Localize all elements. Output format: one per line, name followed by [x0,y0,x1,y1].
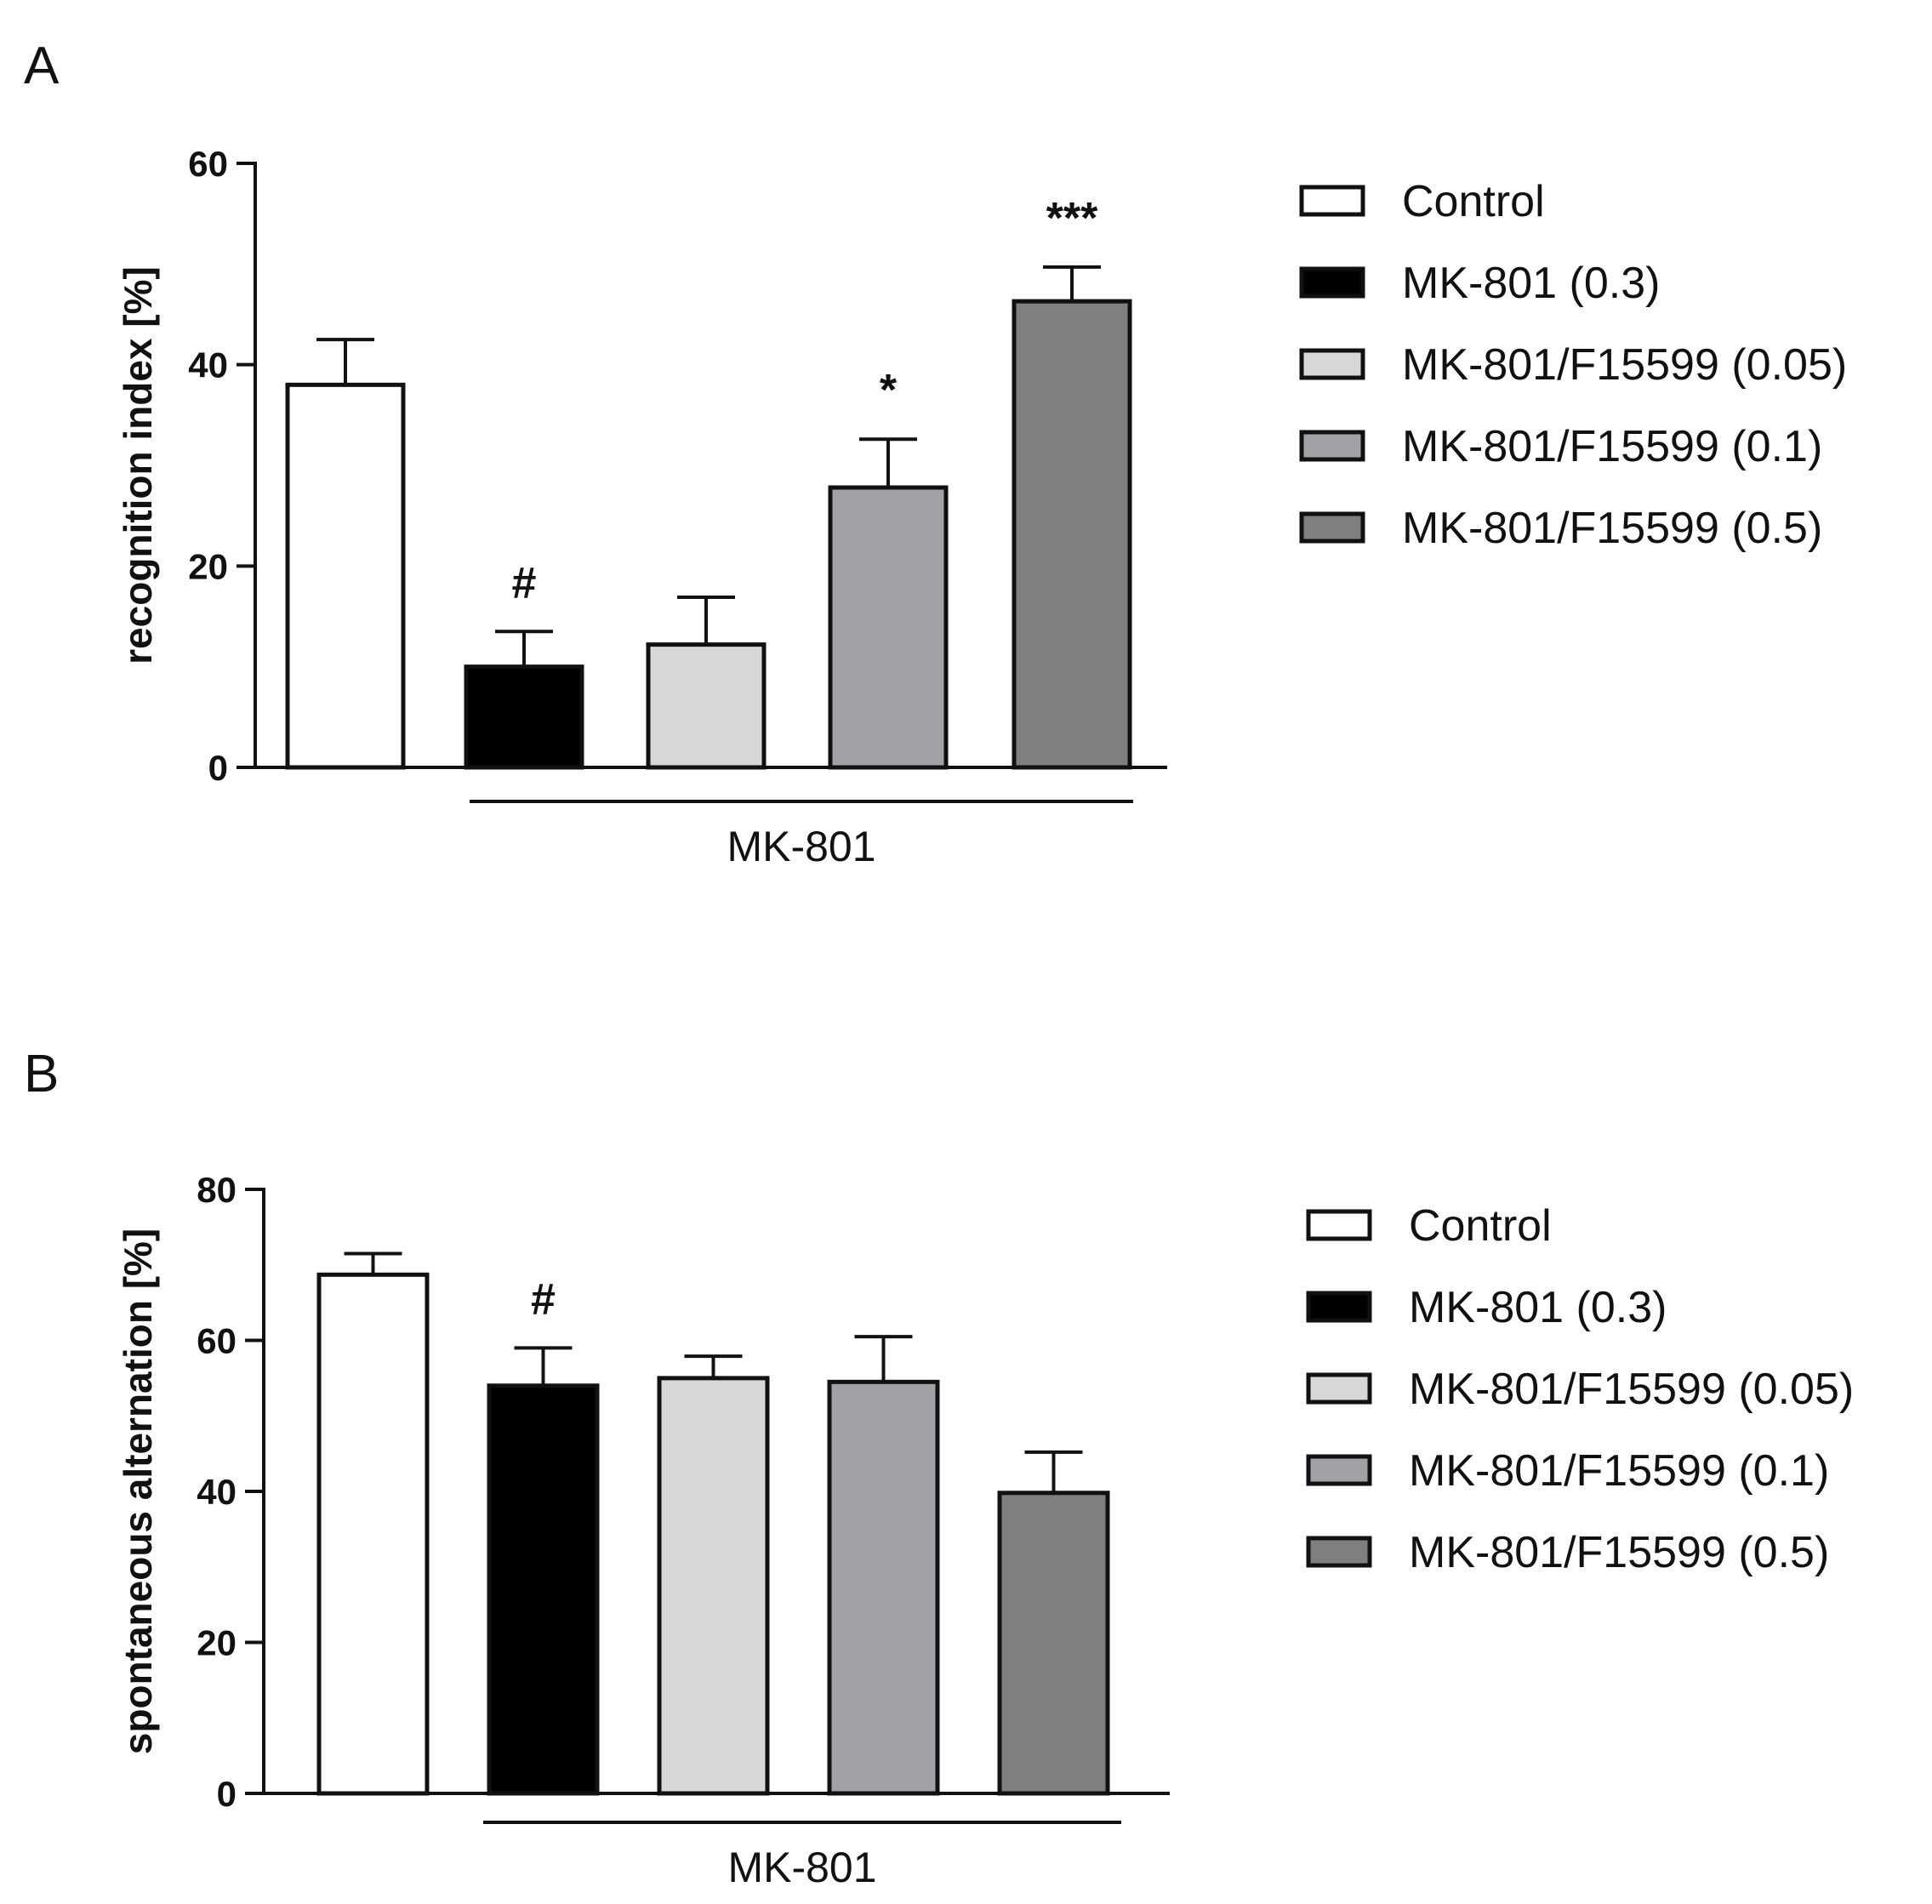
bar [657,1376,770,1796]
bar [646,642,767,770]
y-tick-label: 0 [208,748,228,788]
panel-letter: B [24,1045,59,1103]
legend-label: MK-801/F15599 (0.5) [1402,504,1822,553]
bar [828,485,949,770]
significance-label: # [531,1274,556,1324]
significance-label: * [880,366,898,415]
y-tick-label: 40 [188,345,228,385]
legend-swatch [1306,1372,1372,1405]
legend-swatch [1299,185,1365,217]
panel-b: B 0 20 40 60 80 spontaneous alternation [%] # MK… [24,1045,1854,1891]
y-tick-label: 80 [197,1170,237,1210]
bar [827,1379,940,1796]
legend-swatch [1306,1536,1372,1568]
bar [487,1383,600,1796]
bar [285,382,406,770]
significance-label: *** [1046,194,1098,243]
legend-label: MK-801/F15599 (0.1) [1409,1446,1829,1496]
bar [464,664,584,770]
legend-label: MK-801/F15599 (0.05) [1402,340,1847,390]
y-tick-label: 0 [217,1774,237,1814]
legend-swatch [1306,1454,1372,1486]
y-axis-label: recognition index [%] [116,266,160,664]
legend-label: MK-801/F15599 (0.1) [1402,422,1822,471]
bar [1012,299,1132,770]
legend-swatch [1299,430,1365,462]
group-label: MK-801 [727,1844,876,1891]
legend-swatch [1299,348,1365,380]
legend: Control MK-801 (0.3) MK-801/F15599 (0.05) M… [1306,1201,1854,1577]
y-axis-label: spontaneous alternation [%] [116,1228,160,1754]
y-tick-label: 20 [188,546,228,586]
legend-swatch [1299,511,1365,544]
legend-label: MK-801/F15599 (0.05) [1409,1365,1854,1414]
y-tick-label: 60 [197,1321,237,1361]
legend-swatch [1306,1291,1372,1323]
y-tick-label: 40 [197,1472,237,1512]
significance-label: # [512,558,537,607]
y-tick-label: 20 [197,1623,237,1663]
panel-letter: A [24,37,60,95]
y-tick-label: 60 [188,144,228,184]
legend-swatch [1299,266,1365,299]
legend-label: MK-801/F15599 (0.5) [1409,1528,1829,1577]
legend-swatch [1306,1209,1372,1241]
legend-label: MK-801 (0.3) [1409,1283,1667,1332]
legend: Control MK-801 (0.3) MK-801/F15599 (0.05) M… [1299,177,1847,553]
bar [997,1491,1110,1796]
legend-label: Control [1409,1201,1552,1251]
legend-label: MK-801 (0.3) [1402,259,1660,308]
legend-label: Control [1402,177,1545,226]
bar [316,1272,430,1796]
group-label: MK-801 [727,823,875,870]
